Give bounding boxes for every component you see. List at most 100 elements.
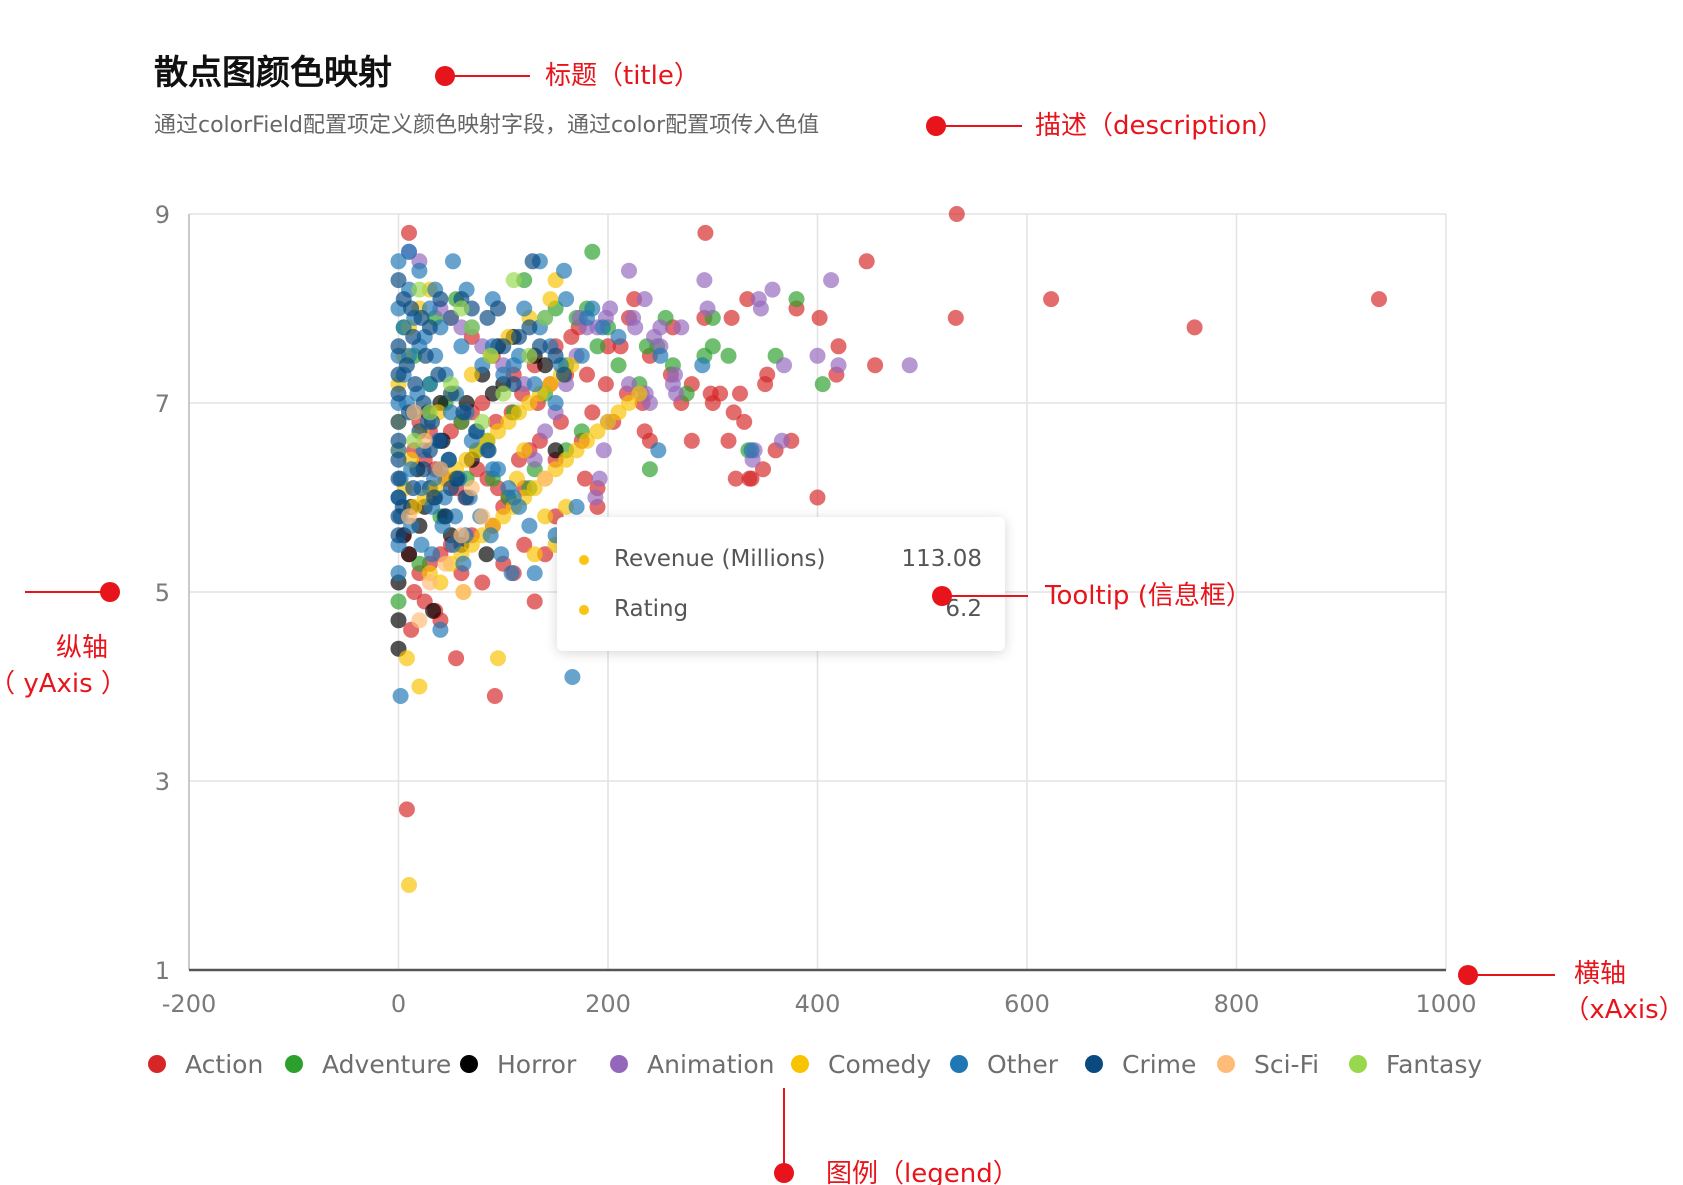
point-other[interactable]: [424, 546, 440, 562]
point-other[interactable]: [694, 357, 710, 373]
point-crime[interactable]: [391, 386, 407, 402]
point-fantasy[interactable]: [464, 319, 480, 335]
point-comedy[interactable]: [411, 679, 427, 695]
point-action[interactable]: [705, 395, 721, 411]
point-animation[interactable]: [753, 301, 769, 317]
point-crime[interactable]: [556, 367, 572, 383]
point-adventure[interactable]: [642, 461, 658, 477]
point-crime[interactable]: [418, 348, 434, 364]
point-other[interactable]: [411, 263, 427, 279]
point-fantasy[interactable]: [495, 386, 511, 402]
point-sci-fi[interactable]: [406, 404, 422, 420]
point-other[interactable]: [455, 556, 471, 572]
point-animation[interactable]: [831, 357, 847, 373]
legend-item[interactable]: Crime: [1085, 1050, 1196, 1079]
point-fantasy[interactable]: [537, 310, 553, 326]
point-animation[interactable]: [625, 310, 641, 326]
point-adventure[interactable]: [611, 357, 627, 373]
point-animation[interactable]: [774, 433, 790, 449]
point-animation[interactable]: [823, 272, 839, 288]
point-other[interactable]: [556, 263, 572, 279]
point-crime[interactable]: [391, 338, 407, 354]
point-action[interactable]: [598, 376, 614, 392]
point-other[interactable]: [501, 480, 517, 496]
point-action[interactable]: [1043, 291, 1059, 307]
point-animation[interactable]: [902, 357, 918, 373]
point-other[interactable]: [521, 518, 537, 534]
point-comedy[interactable]: [516, 442, 532, 458]
point-crime[interactable]: [426, 490, 442, 506]
point-other[interactable]: [527, 565, 543, 581]
point-animation[interactable]: [673, 319, 689, 335]
point-action[interactable]: [859, 253, 875, 269]
point-other[interactable]: [393, 688, 409, 704]
point-other[interactable]: [569, 499, 585, 515]
point-comedy[interactable]: [542, 291, 558, 307]
point-action[interactable]: [563, 329, 579, 345]
point-horror[interactable]: [479, 546, 495, 562]
point-fantasy[interactable]: [521, 348, 537, 364]
point-crime[interactable]: [422, 319, 438, 335]
point-animation[interactable]: [810, 348, 826, 364]
point-other[interactable]: [584, 301, 600, 317]
point-fantasy[interactable]: [453, 301, 469, 317]
point-adventure[interactable]: [391, 594, 407, 610]
point-crime[interactable]: [437, 508, 453, 524]
point-fantasy[interactable]: [506, 272, 522, 288]
point-action[interactable]: [474, 575, 490, 591]
point-other[interactable]: [564, 669, 580, 685]
point-fantasy[interactable]: [411, 282, 427, 298]
point-action[interactable]: [867, 357, 883, 373]
point-action[interactable]: [584, 404, 600, 420]
point-adventure[interactable]: [789, 291, 805, 307]
point-adventure[interactable]: [584, 244, 600, 260]
legend-item[interactable]: Fantasy: [1349, 1050, 1482, 1079]
point-other[interactable]: [611, 329, 627, 345]
point-action[interactable]: [949, 206, 965, 222]
point-action[interactable]: [948, 310, 964, 326]
point-crime[interactable]: [481, 442, 497, 458]
point-crime[interactable]: [521, 319, 537, 335]
point-other[interactable]: [445, 253, 461, 269]
point-crime[interactable]: [391, 452, 407, 468]
point-other[interactable]: [401, 244, 417, 260]
point-other[interactable]: [650, 442, 666, 458]
point-crime[interactable]: [391, 433, 407, 449]
point-fantasy[interactable]: [443, 376, 459, 392]
point-crime[interactable]: [548, 348, 564, 364]
point-animation[interactable]: [621, 263, 637, 279]
point-other[interactable]: [490, 461, 506, 477]
legend-item[interactable]: Adventure: [285, 1050, 451, 1079]
point-other[interactable]: [483, 527, 499, 543]
legend[interactable]: Action Adventure Horror Animation Comedy Othe…: [148, 1050, 1482, 1079]
point-other[interactable]: [432, 622, 448, 638]
point-other[interactable]: [744, 442, 760, 458]
point-horror[interactable]: [391, 612, 407, 628]
point-crime[interactable]: [391, 527, 407, 543]
point-crime[interactable]: [430, 367, 446, 383]
legend-item[interactable]: Comedy: [791, 1050, 931, 1079]
point-crime[interactable]: [525, 253, 541, 269]
point-other[interactable]: [516, 301, 532, 317]
point-animation[interactable]: [596, 442, 612, 458]
point-other[interactable]: [558, 291, 574, 307]
legend-item[interactable]: Sci-Fi: [1217, 1050, 1319, 1079]
point-animation[interactable]: [637, 291, 653, 307]
point-action[interactable]: [527, 594, 543, 610]
point-comedy[interactable]: [527, 546, 543, 562]
point-fantasy[interactable]: [406, 433, 422, 449]
point-animation[interactable]: [668, 386, 684, 402]
point-crime[interactable]: [490, 301, 506, 317]
point-animation[interactable]: [587, 490, 603, 506]
point-animation[interactable]: [537, 423, 553, 439]
point-action[interactable]: [487, 688, 503, 704]
point-other[interactable]: [527, 376, 543, 392]
point-adventure[interactable]: [721, 348, 737, 364]
legend-item[interactable]: Action: [148, 1050, 263, 1079]
legend-item[interactable]: Animation: [610, 1050, 774, 1079]
point-comedy[interactable]: [631, 386, 647, 402]
point-crime[interactable]: [391, 272, 407, 288]
point-sci-fi[interactable]: [432, 461, 448, 477]
point-action[interactable]: [1187, 319, 1203, 335]
point-action[interactable]: [399, 801, 415, 817]
